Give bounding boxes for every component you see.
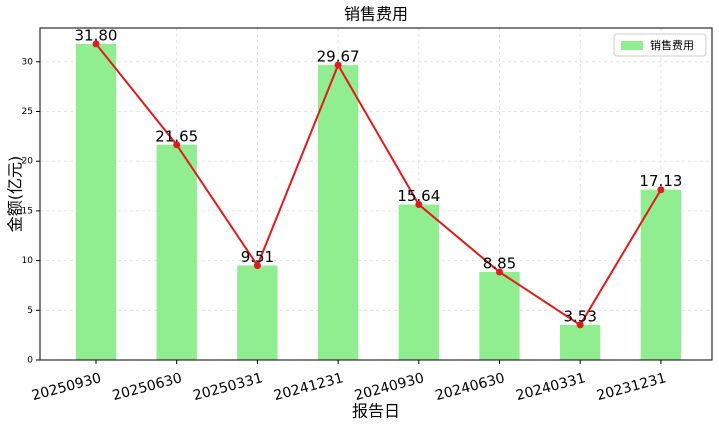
y-tick-label: 5 [27,306,33,316]
bar [237,265,278,360]
trend-point [334,61,342,69]
x-axis-label: 报告日 [352,402,400,421]
x-tick-label: 20240630 [434,370,507,404]
x-tick-label: 20250630 [111,370,184,404]
y-axis-label: 金额(亿元) [6,156,25,233]
bar [560,324,601,360]
bar [156,144,197,360]
y-tick-label: 10 [22,256,34,266]
trend-line [95,43,662,327]
value-label: 9.51 [241,248,274,266]
value-label: 31.80 [75,26,118,44]
value-label: 29.67 [317,48,360,66]
x-tick-label: 20240930 [353,370,426,404]
bar [640,189,682,360]
trend-point [496,268,503,276]
x-tick-label: 20250331 [191,370,264,404]
trend-point [657,186,665,194]
trend-point [92,40,100,48]
legend-swatch [621,41,643,50]
trend-point [253,261,261,269]
bar [75,43,117,361]
x-tick-label: 20250930 [30,370,103,404]
y-tick-label: 25 [22,107,33,117]
y-tick-label: 0 [27,356,33,366]
value-label: 21.65 [155,127,198,145]
value-label: 15.64 [397,187,440,205]
y-tick-label: 15 [22,206,33,216]
trend-point [576,321,584,329]
bar [479,272,520,360]
bar [317,65,359,360]
x-tick-label: 20240331 [514,370,587,404]
x-tick-label: 20241231 [272,370,345,404]
y-tick-label: 30 [22,57,34,67]
value-label: 8.85 [483,255,516,273]
trend-point [415,201,423,209]
x-tick-label: 20231231 [595,370,668,404]
trend-point [173,141,181,149]
value-label: 3.53 [563,307,596,325]
plot-frame [39,27,713,361]
legend-box [613,33,707,57]
legend-label: 销售费用 [650,38,694,52]
value-label: 17.13 [639,172,682,190]
chart-title: 销售费用 [344,5,408,24]
bar [398,204,439,360]
y-tick-label: 20 [22,157,34,167]
